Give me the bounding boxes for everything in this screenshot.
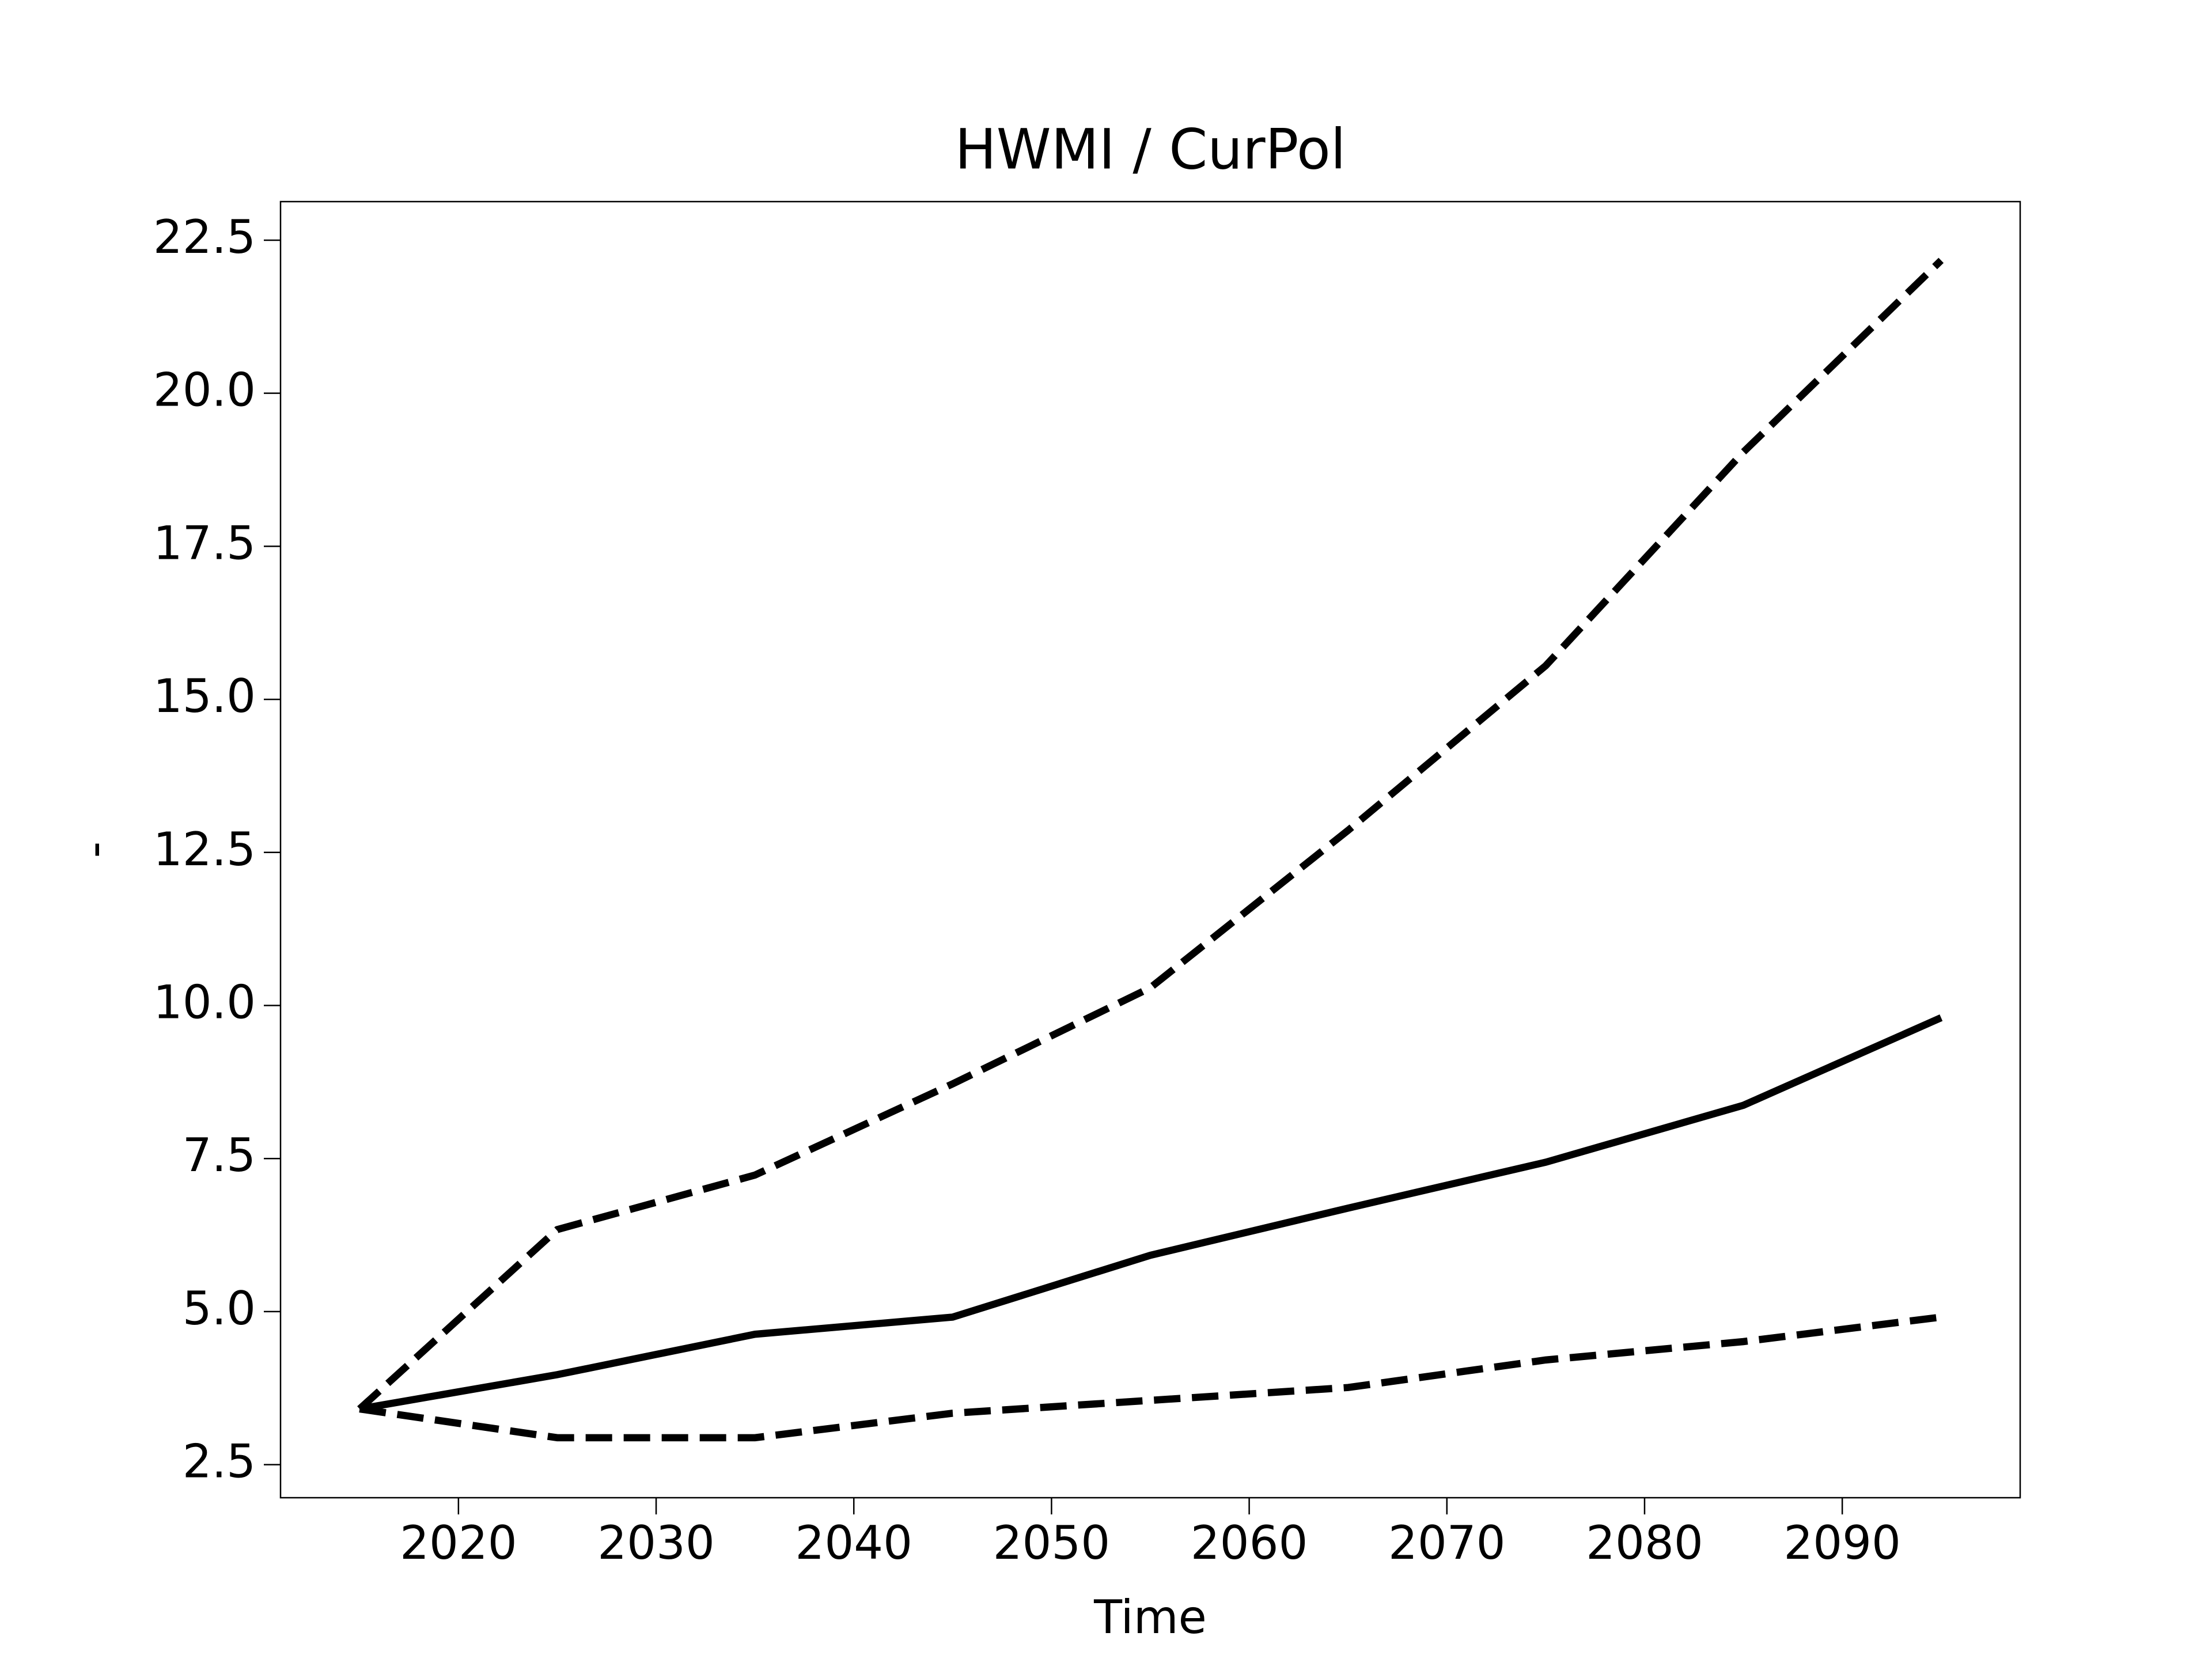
y-tick-label: 5.0 — [183, 1282, 256, 1335]
series-line — [359, 1014, 1943, 1413]
y-tick-label: 17.5 — [153, 516, 256, 570]
x-tick-label: 2070 — [1388, 1516, 1506, 1570]
x-tick-label: 2050 — [993, 1516, 1111, 1570]
x-tick-label: 2080 — [1586, 1516, 1703, 1570]
y-tick-label: 7.5 — [183, 1128, 256, 1182]
x-tick-label: 2020 — [400, 1516, 517, 1570]
y-tick-label: 15.0 — [153, 669, 256, 723]
y-tick-label: 22.5 — [153, 210, 256, 264]
chart-title: HWMI / CurPol — [955, 117, 1346, 181]
y-tick-label: 12.5 — [153, 823, 256, 876]
x-tick-label: 2090 — [1783, 1516, 1901, 1570]
x-tick-label: 2040 — [795, 1516, 912, 1570]
plot-frame — [279, 200, 2021, 1499]
series-line — [359, 1313, 1942, 1442]
x-tick-label: 2060 — [1191, 1516, 1308, 1570]
y-tick-label: 20.0 — [153, 363, 256, 417]
y-tick-label: 2.5 — [183, 1435, 256, 1488]
y-tick-label: 10.0 — [153, 975, 256, 1029]
x-tick-label: 2030 — [597, 1516, 715, 1570]
y-axis-label: - — [67, 842, 121, 858]
series-line — [357, 257, 1944, 1412]
x-axis-label: Time — [1093, 1590, 1207, 1644]
